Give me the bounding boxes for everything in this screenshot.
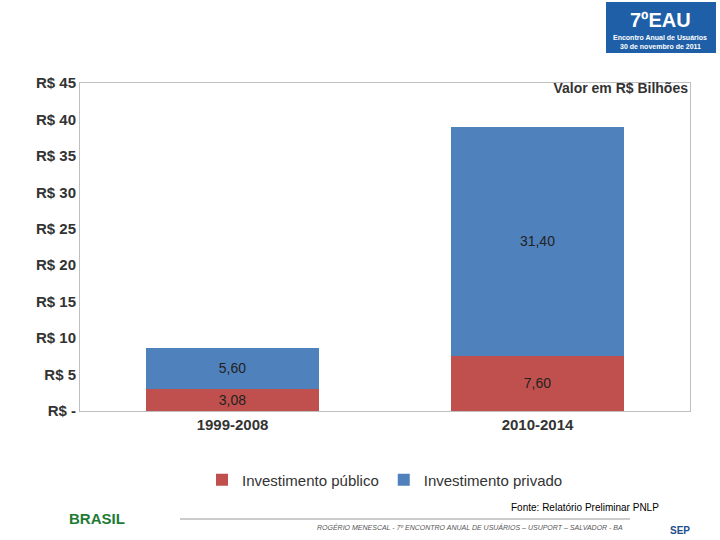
svg-text:R$ 45: R$ 45 [36,74,76,91]
svg-text:R$ 20: R$ 20 [36,256,76,273]
svg-text:2010-2014: 2010-2014 [502,416,574,433]
svg-text:R$ 35: R$ 35 [36,147,76,164]
svg-text:Investimento público: Investimento público [242,472,379,489]
svg-text:30 de novembro de 2011: 30 de novembro de 2011 [620,43,701,50]
svg-text:3,08: 3,08 [219,392,246,408]
svg-text:R$ -: R$ - [48,402,76,419]
svg-text:31,40: 31,40 [520,233,555,249]
svg-text:R$ 25: R$ 25 [36,220,76,237]
svg-text:7,60: 7,60 [524,375,551,391]
svg-text:5,60: 5,60 [219,360,246,376]
svg-text:R$ 15: R$ 15 [36,293,76,310]
svg-text:1999-2008: 1999-2008 [197,416,269,433]
svg-text:R$ 40: R$ 40 [36,111,76,128]
svg-text:BRASIL: BRASIL [69,510,125,527]
svg-text:Valor em R$ Bilhões: Valor em R$ Bilhões [553,80,688,96]
svg-text:R$ 5: R$ 5 [44,366,76,383]
svg-text:Fonte: Relatório Preliminar PN: Fonte: Relatório Preliminar PNLP [511,502,659,513]
svg-text:R$ 10: R$ 10 [36,329,76,346]
svg-text:Investimento privado: Investimento privado [424,472,562,489]
svg-text:Encontro Anual de Usuários: Encontro Anual de Usuários [613,34,707,41]
svg-text:7ºEAU: 7ºEAU [630,9,691,31]
svg-text:R$ 30: R$ 30 [36,184,76,201]
svg-text:ROGÉRIO MENESCAL - 7º ENCONTRO: ROGÉRIO MENESCAL - 7º ENCONTRO ANUAL DE … [317,523,623,531]
svg-text:SEP: SEP [670,525,690,536]
